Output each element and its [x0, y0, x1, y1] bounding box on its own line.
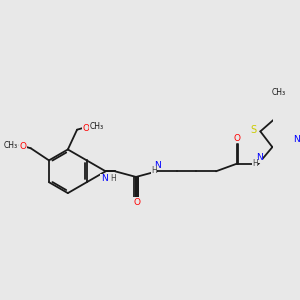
Text: O: O [233, 134, 241, 143]
Text: S: S [250, 125, 257, 135]
Text: N: N [101, 174, 108, 183]
Text: N: N [256, 154, 262, 163]
Text: O: O [82, 124, 89, 133]
Text: O: O [133, 198, 140, 207]
Text: CH₃: CH₃ [89, 122, 103, 131]
Text: CH₃: CH₃ [3, 141, 17, 150]
Text: N: N [293, 135, 300, 144]
Text: O: O [19, 142, 26, 151]
Text: N: N [154, 161, 161, 170]
Text: H: H [252, 158, 258, 167]
Text: H: H [151, 166, 157, 175]
Text: CH₃: CH₃ [271, 88, 285, 97]
Text: H: H [110, 174, 116, 183]
